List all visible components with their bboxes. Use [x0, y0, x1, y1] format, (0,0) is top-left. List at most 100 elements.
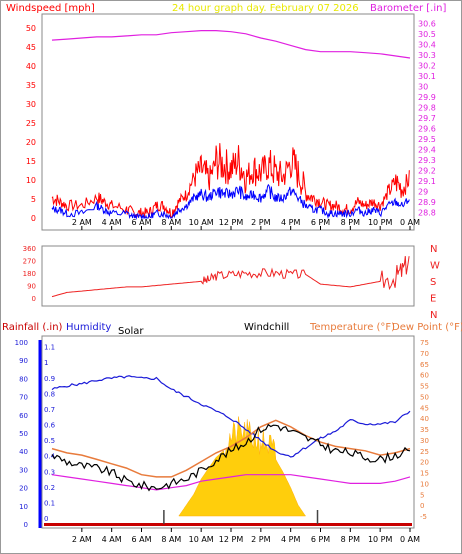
- direction-tick-label: 270: [23, 258, 36, 266]
- weather-x-tick-label: 6 PM: [311, 535, 330, 544]
- barometer-tick-label: 29.3: [418, 156, 436, 165]
- direction-tick-label: 180: [23, 270, 36, 278]
- barometer-tick-label: 29.6: [418, 125, 436, 134]
- chart-title: 24 hour graph day. February 07 2026: [172, 3, 359, 14]
- wind-y-axis-right: 28.8 28.929 29.129.2 29.329.4 29.529.6 29.7 29…: [418, 19, 436, 217]
- weather-x-tick-label: 8 AM: [161, 535, 181, 544]
- wind-x-tick-label: 2 PM: [251, 218, 270, 227]
- windchill-label: Windchill: [244, 322, 289, 333]
- barometer-tick-label: 29.1: [418, 177, 436, 186]
- barometer-tick-label: 30.1: [418, 72, 436, 81]
- temperature-tick-label: 45: [420, 404, 429, 412]
- barometer-label: Barometer [.in]: [370, 3, 446, 14]
- humidity-tick-label: 0: [24, 521, 28, 529]
- direction-tick-label: 90: [27, 283, 36, 291]
- wind-x-tick-label: 10 AM: [189, 218, 214, 227]
- wind-average-line: [51, 183, 410, 220]
- temperature-tick-label: 20: [420, 459, 429, 467]
- direction-series: [51, 256, 410, 298]
- humidity-tick-label: 10: [19, 503, 28, 511]
- humidity-tick-label: 20: [19, 485, 28, 493]
- weather-x-tick-label: 4 PM: [281, 535, 300, 544]
- wind-tick-label: 35: [26, 81, 36, 90]
- humidity-tick-label: 60: [19, 412, 28, 420]
- temperature-tick-label: 65: [420, 361, 429, 369]
- rainfall-tick-label: 0.4: [44, 453, 56, 461]
- barometer-tick-label: 28.9: [418, 198, 436, 207]
- wind-x-tick-label: 0 AM: [400, 218, 420, 227]
- wind-x-tick-label: 8 AM: [161, 218, 181, 227]
- wind-x-tick-label: 12 PM: [219, 218, 244, 227]
- wind-tick-label: 25: [26, 119, 36, 128]
- weather-series: [44, 375, 412, 526]
- rainfall-tick-label: 0.3: [44, 468, 55, 476]
- rainfall-y-axis: 0 0.1 0.2 0.3 0.4 0.5 0.6 0.7 0.8 0.9 1 1.1: [44, 344, 56, 523]
- temperature-tick-label: 35: [420, 426, 429, 434]
- barometer-line: [51, 30, 411, 59]
- temperature-tick-label: 0: [420, 502, 424, 510]
- wind-x-tick-label: 10 PM: [368, 218, 393, 227]
- wind-y-axis-left: 0 5 10 15 20 25 30 35 40 45 50: [26, 24, 36, 223]
- direction-tick-label: 360: [23, 245, 36, 253]
- rainfall-tick-label: 1: [44, 359, 48, 367]
- wind-tick-label: 40: [26, 62, 36, 71]
- barometer-tick-label: 30.6: [418, 19, 436, 28]
- temperature-tick-label: -5: [420, 513, 427, 521]
- direction-compass-label: N: [430, 310, 437, 321]
- rainfall-tick-label: 0.8: [44, 390, 55, 398]
- wind-tick-label: 15: [26, 157, 36, 166]
- wind-gust-line: [51, 143, 410, 219]
- rainfall-label: Rainfall (.in): [2, 322, 63, 333]
- temperature-tick-label: 10: [420, 480, 429, 488]
- wind-tick-label: 30: [26, 100, 36, 109]
- humidity-tick-label: 70: [19, 394, 28, 402]
- direction-compass-label: N: [430, 244, 437, 255]
- weather-x-tick-label: 12 PM: [219, 535, 244, 544]
- barometer-tick-label: 30.2: [418, 61, 436, 70]
- temperature-tick-label: 30: [420, 437, 429, 445]
- wind-tick-label: 45: [26, 43, 36, 52]
- windspeed-label: Windspeed [mph]: [6, 3, 95, 14]
- wind-x-tick-label: 4 PM: [281, 218, 300, 227]
- humidity-tick-label: 30: [19, 466, 28, 474]
- temperature-tick-label: 40: [420, 415, 429, 423]
- humidity-y-axis: 0 10 20 30 40 50 60 70 80 90 100: [15, 339, 28, 529]
- weather-x-tick-label: 2 PM: [251, 535, 270, 544]
- barometer-tick-label: 29.9: [418, 93, 436, 102]
- humidity-label: Humidity: [66, 322, 111, 333]
- barometer-tick-label: 30.3: [418, 51, 436, 60]
- barometer-tick-label: 30: [418, 82, 428, 91]
- barometer-tick-label: 29.2: [418, 167, 436, 176]
- barometer-tick-label: 30.4: [418, 40, 436, 49]
- temperature-tick-label: 60: [420, 372, 429, 380]
- weather-x-axis: 2 AM 4 AM 6 AM 8 AM 10 AM 12 PM 2 PM 4 PM 6 PM 8 …: [72, 528, 420, 544]
- wind-tick-label: 10: [26, 176, 36, 185]
- rainfall-tick-label: 0.6: [44, 422, 56, 430]
- windchill-line: [51, 423, 411, 492]
- temperature-line: [51, 419, 411, 478]
- direction-compass-label: S: [430, 277, 436, 288]
- dewpoint-line: [51, 474, 411, 491]
- dewpoint-label: Dew Point (°F): [392, 322, 462, 333]
- wind-series: [51, 30, 411, 220]
- weather-x-tick-label: 2 AM: [72, 535, 92, 544]
- humidity-line: [51, 375, 411, 458]
- wind-x-tick-label: 4 AM: [102, 218, 122, 227]
- barometer-tick-label: 29.4: [418, 146, 436, 155]
- rainfall-tick-label: 0.7: [44, 406, 55, 414]
- wind-x-tick-label: 6 AM: [131, 218, 151, 227]
- rainfall-tick-label: 1.1: [44, 344, 55, 352]
- barometer-tick-label: 29.8: [418, 103, 436, 112]
- humidity-tick-label: 100: [15, 339, 28, 347]
- temperature-tick-label: 5: [420, 491, 424, 499]
- temperature-tick-label: 50: [420, 393, 429, 401]
- temperature-tick-label: 15: [420, 470, 429, 478]
- rainfall-tick-label: 0.2: [44, 484, 55, 492]
- temperature-tick-label: 70: [420, 350, 429, 358]
- humidity-tick-label: 80: [19, 375, 28, 383]
- wind-direction-line: [51, 256, 410, 298]
- weather-x-tick-label: 6 AM: [131, 535, 151, 544]
- barometer-tick-label: 29.7: [418, 114, 436, 123]
- direction-tick-label: 0: [32, 295, 36, 303]
